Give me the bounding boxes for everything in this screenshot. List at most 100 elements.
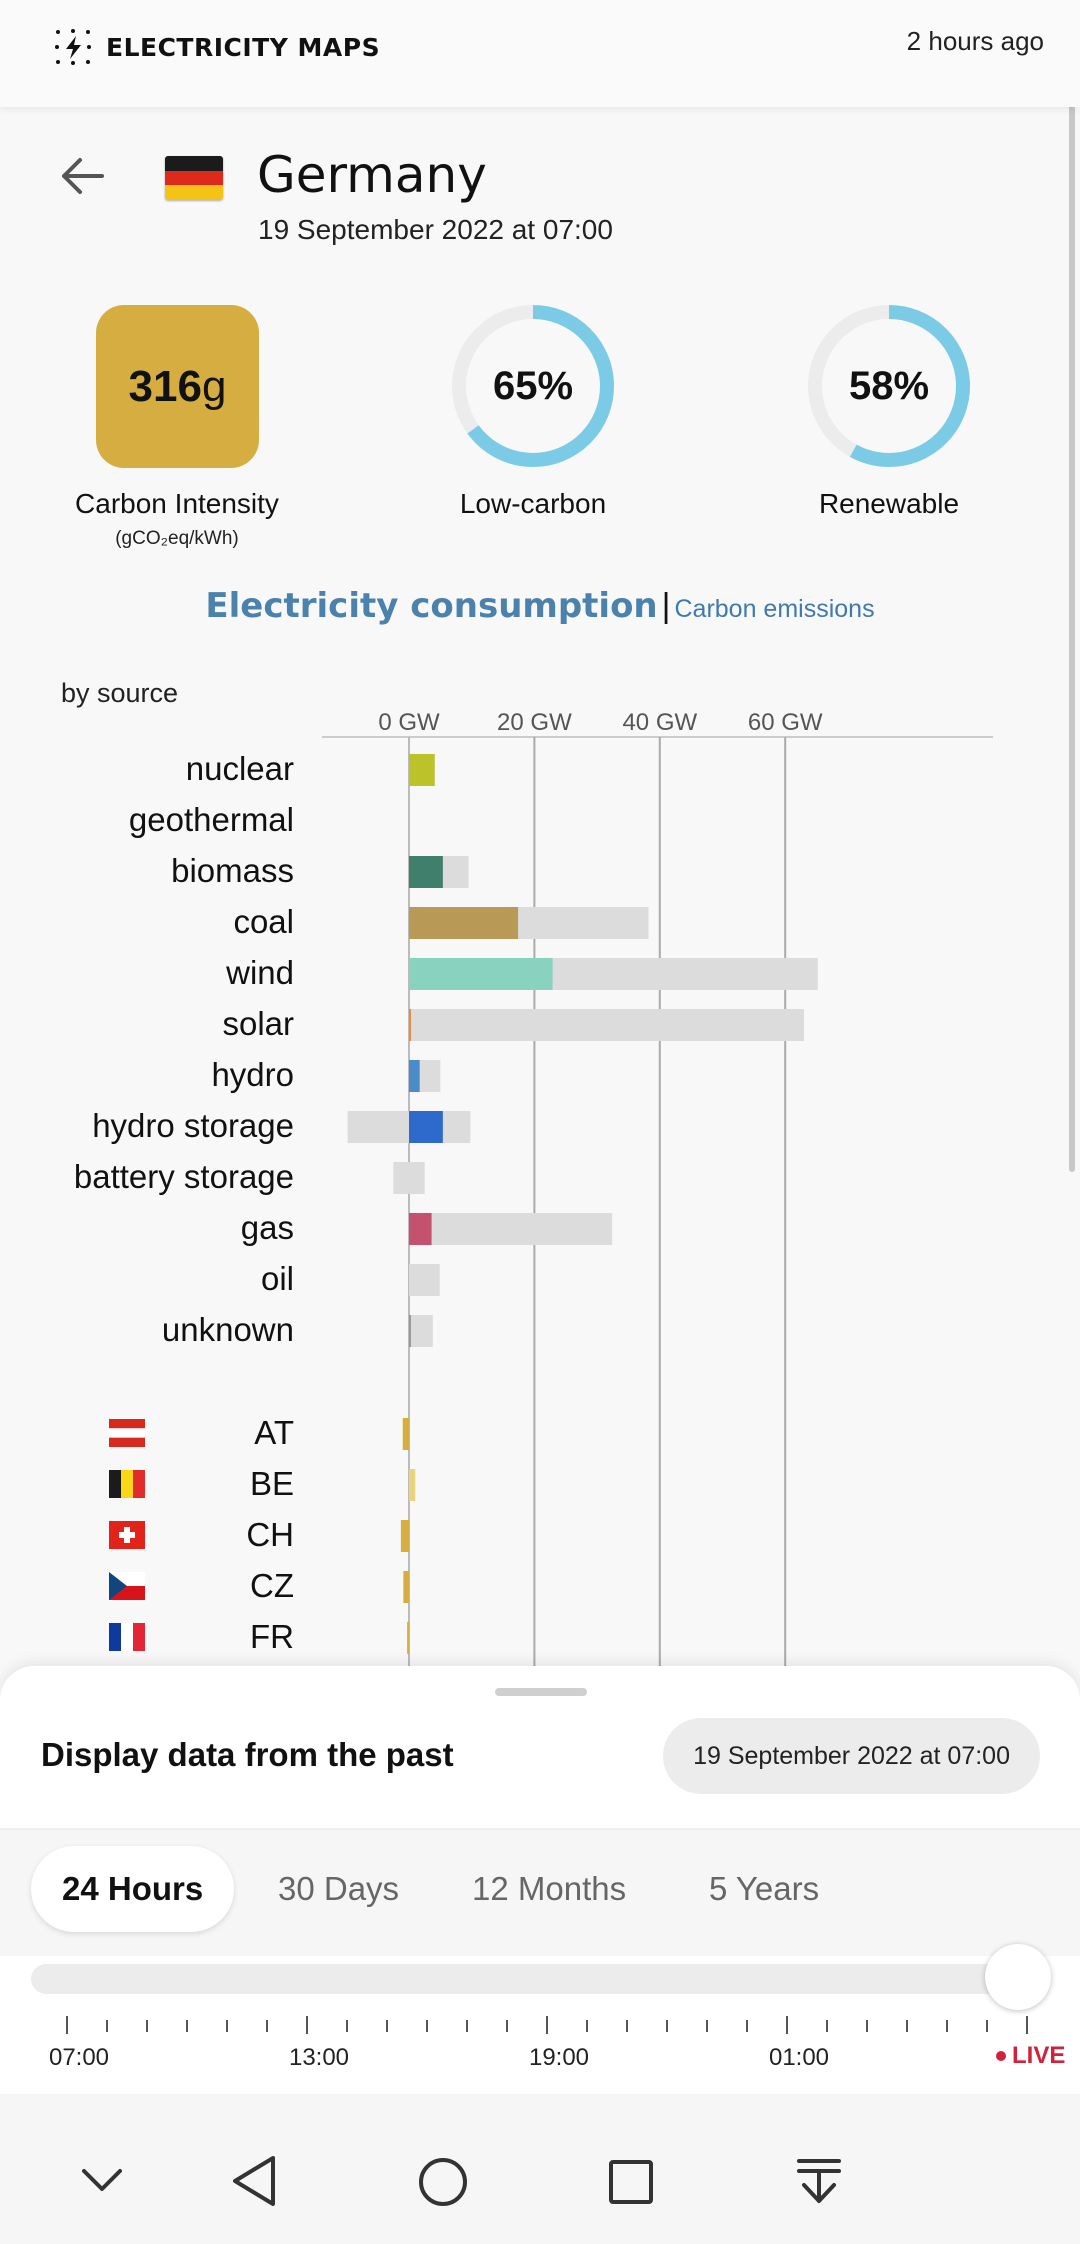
time-tick bbox=[866, 2020, 868, 2032]
time-tick bbox=[826, 2020, 828, 2032]
capacity-bar bbox=[409, 1162, 425, 1194]
time-tick bbox=[106, 2020, 108, 2032]
period-24-hours[interactable]: 24 Hours bbox=[31, 1846, 235, 1932]
carbon-intensity-value: 316 bbox=[128, 361, 202, 411]
low-carbon-ring[interactable] bbox=[450, 303, 616, 469]
download-icon[interactable] bbox=[796, 2157, 842, 2207]
tab-separator: | bbox=[661, 587, 671, 625]
flag-fr-icon bbox=[109, 1623, 145, 1651]
home-icon[interactable] bbox=[418, 2157, 468, 2207]
exchange-zone-label: BE bbox=[249, 1465, 294, 1502]
date-picker-button[interactable]: 19 September 2022 at 07:00 bbox=[663, 1718, 1040, 1794]
live-indicator[interactable]: LIVE bbox=[996, 2042, 1065, 2070]
category-label: biomass bbox=[171, 852, 294, 889]
x-tick-label: 0 GW bbox=[378, 709, 440, 736]
flag-at-icon bbox=[109, 1419, 145, 1447]
category-label: coal bbox=[233, 903, 294, 940]
time-tick bbox=[786, 2016, 788, 2034]
exchange-zone-label: CZ bbox=[250, 1567, 294, 1604]
category-label: hydro bbox=[211, 1056, 294, 1093]
exchange-zone-label: FR bbox=[250, 1618, 294, 1655]
time-slider-handle[interactable] bbox=[985, 1944, 1051, 2010]
category-label: wind bbox=[226, 954, 294, 991]
system-nav-bar bbox=[0, 2094, 1080, 2244]
production-bar bbox=[409, 1111, 443, 1143]
x-tick-label: 40 GW bbox=[622, 709, 697, 736]
time-tick bbox=[306, 2016, 308, 2034]
carbon-intensity-unit: g bbox=[201, 361, 227, 411]
period-5-years[interactable]: 5 Years bbox=[709, 1870, 820, 1907]
time-controller-sheet: Display data from the past 19 September … bbox=[0, 1666, 1080, 2244]
carbon-intensity-unit-label: (gCO₂eq/kWh) bbox=[115, 528, 239, 549]
chart-mode-tabs: Electricity consumption | Carbon emissions bbox=[0, 586, 1080, 626]
renewable-label: Renewable bbox=[818, 488, 960, 519]
chevron-down-icon[interactable] bbox=[80, 2165, 124, 2195]
renewable-ring[interactable] bbox=[806, 303, 972, 469]
time-tick bbox=[586, 2020, 588, 2032]
time-tick bbox=[746, 2020, 748, 2032]
back-arrow-icon[interactable] bbox=[58, 156, 106, 196]
past-data-title: Display data from the past bbox=[41, 1736, 454, 1773]
lightning-logo-icon bbox=[55, 29, 91, 65]
production-bar bbox=[409, 958, 553, 990]
production-chart: 0 GW 20 GW 40 GW 60 GW bbox=[109, 709, 993, 1666]
back-icon[interactable] bbox=[229, 2154, 279, 2208]
exchange-bar bbox=[409, 1469, 416, 1501]
capacity-bar bbox=[347, 1111, 409, 1143]
last-updated: 2 hours ago bbox=[906, 26, 1044, 56]
time-tick bbox=[666, 2020, 668, 2032]
zone-name: Germany bbox=[257, 146, 487, 204]
sheet-drag-handle[interactable] bbox=[495, 1688, 587, 1696]
time-tick bbox=[226, 2020, 228, 2032]
exchange-bar bbox=[407, 1622, 409, 1654]
app-title: ELECTRICITY MAPS bbox=[106, 32, 381, 62]
renewable-value: 58% bbox=[848, 364, 930, 408]
time-tick bbox=[1026, 2016, 1028, 2034]
period-30-days[interactable]: 30 Days bbox=[278, 1870, 400, 1907]
x-tick-label: 60 GW bbox=[748, 709, 823, 736]
capacity-bar bbox=[409, 1315, 433, 1347]
production-bar bbox=[409, 1213, 432, 1245]
tab-electricity-consumption[interactable]: Electricity consumption bbox=[205, 586, 658, 626]
time-tick bbox=[986, 2020, 988, 2032]
period-12-months[interactable]: 12 Months bbox=[472, 1870, 627, 1907]
flag-be-icon bbox=[109, 1470, 145, 1498]
exchange-zone-label: CH bbox=[246, 1516, 294, 1553]
time-tick bbox=[186, 2020, 188, 2032]
low-carbon-label: Low-carbon bbox=[459, 488, 607, 519]
time-tick bbox=[546, 2016, 548, 2034]
time-tick bbox=[266, 2020, 268, 2032]
recents-icon[interactable] bbox=[608, 2159, 654, 2205]
live-dot-icon bbox=[996, 2051, 1006, 2061]
production-bar bbox=[409, 907, 519, 939]
time-tick bbox=[946, 2020, 948, 2032]
category-label: gas bbox=[240, 1209, 294, 1246]
time-label-0700: 07:00 bbox=[48, 2044, 110, 2071]
capacity-bar bbox=[409, 1213, 613, 1245]
exchange-bar bbox=[402, 1418, 409, 1450]
category-label: oil bbox=[260, 1260, 294, 1297]
carbon-intensity-badge[interactable]: 316 g bbox=[96, 305, 259, 468]
flag-cz-icon bbox=[109, 1572, 145, 1600]
scrollbar[interactable] bbox=[1069, 104, 1075, 1172]
production-bar bbox=[409, 1009, 411, 1041]
app-header: ELECTRICITY MAPS 2 hours ago bbox=[0, 0, 1080, 107]
time-tick bbox=[906, 2020, 908, 2032]
zone-datetime: 19 September 2022 at 07:00 bbox=[258, 214, 613, 245]
time-slider-track[interactable] bbox=[31, 1964, 1051, 1994]
time-label-0100: 01:00 bbox=[768, 2044, 830, 2071]
sheet-divider bbox=[0, 1828, 1080, 1830]
category-label: nuclear bbox=[185, 750, 294, 787]
time-label-1300: 13:00 bbox=[288, 2044, 350, 2071]
time-tick bbox=[506, 2020, 508, 2032]
category-label: battery storage bbox=[73, 1158, 294, 1195]
tab-carbon-emissions[interactable]: Carbon emissions bbox=[674, 595, 875, 623]
time-tick bbox=[626, 2020, 628, 2032]
app-logo[interactable]: ELECTRICITY MAPS bbox=[54, 28, 380, 66]
production-bar bbox=[409, 1060, 420, 1092]
exchange-bar bbox=[403, 1571, 409, 1603]
capacity-bar bbox=[393, 1162, 409, 1194]
x-tick-label: 20 GW bbox=[497, 709, 572, 736]
production-bar bbox=[409, 1315, 411, 1347]
time-label-1900: 19:00 bbox=[528, 2044, 590, 2071]
